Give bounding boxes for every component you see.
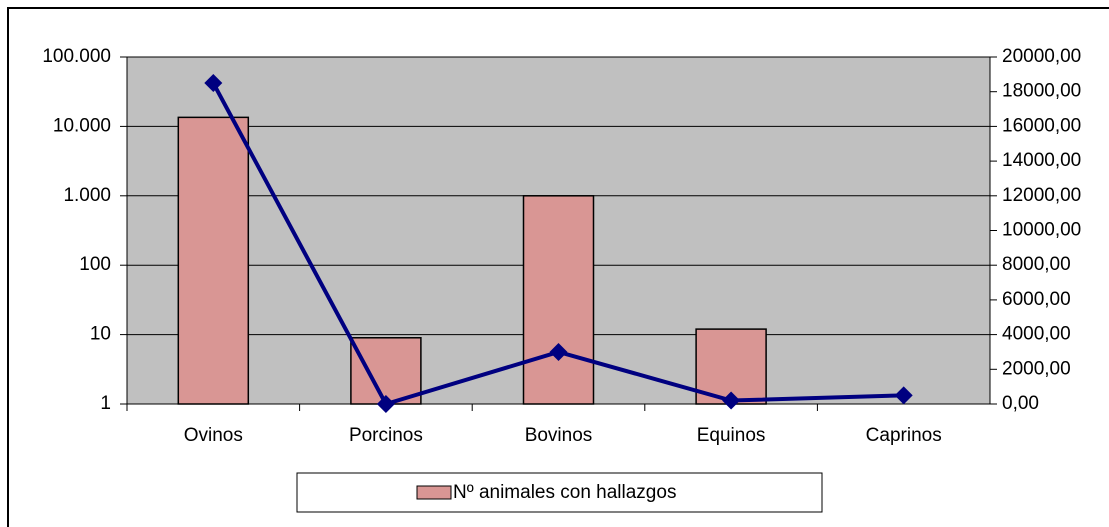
x-tick-label: Ovinos [184, 425, 243, 446]
y-tick-label: 10.000 [53, 115, 111, 136]
bar [350, 337, 422, 405]
y2-tick-label: 0,00 [1002, 393, 1039, 414]
line-marker [894, 386, 913, 405]
y2-tick-label: 18000,00 [1002, 81, 1081, 102]
y2-tick-label: 20000,00 [1002, 46, 1081, 67]
y2-tick-label: 14000,00 [1002, 150, 1081, 171]
y-tick-label: 100 [79, 254, 111, 275]
y2-tick-label: 16000,00 [1002, 115, 1081, 136]
x-tick-label: Bovinos [525, 425, 593, 446]
bar [522, 195, 595, 405]
y-tick-label: 1.000 [63, 185, 111, 206]
y-tick-label: 1 [100, 393, 111, 414]
legend-swatch [416, 485, 452, 500]
y2-tick-label: 6000,00 [1002, 289, 1071, 310]
y-tick-label: 100.000 [42, 46, 111, 67]
bar [177, 116, 250, 405]
y-tick-label: 10 [90, 324, 111, 345]
legend-box [296, 472, 823, 513]
y2-tick-label: 8000,00 [1002, 254, 1071, 275]
y2-tick-label: 4000,00 [1002, 324, 1071, 345]
line-marker [722, 391, 741, 410]
line-marker [376, 395, 395, 413]
y2-tick-label: 12000,00 [1002, 185, 1081, 206]
y2-tick-label: 10000,00 [1002, 220, 1081, 241]
x-tick-label: Equinos [697, 425, 766, 446]
x-tick-label: Caprinos [866, 425, 942, 446]
line-marker [549, 342, 568, 361]
x-tick-label: Porcinos [349, 425, 423, 446]
y2-tick-label: 2000,00 [1002, 358, 1071, 379]
line-marker [204, 74, 223, 93]
legend-label: Nº animales con hallazgos [453, 482, 676, 503]
bar [695, 328, 767, 405]
